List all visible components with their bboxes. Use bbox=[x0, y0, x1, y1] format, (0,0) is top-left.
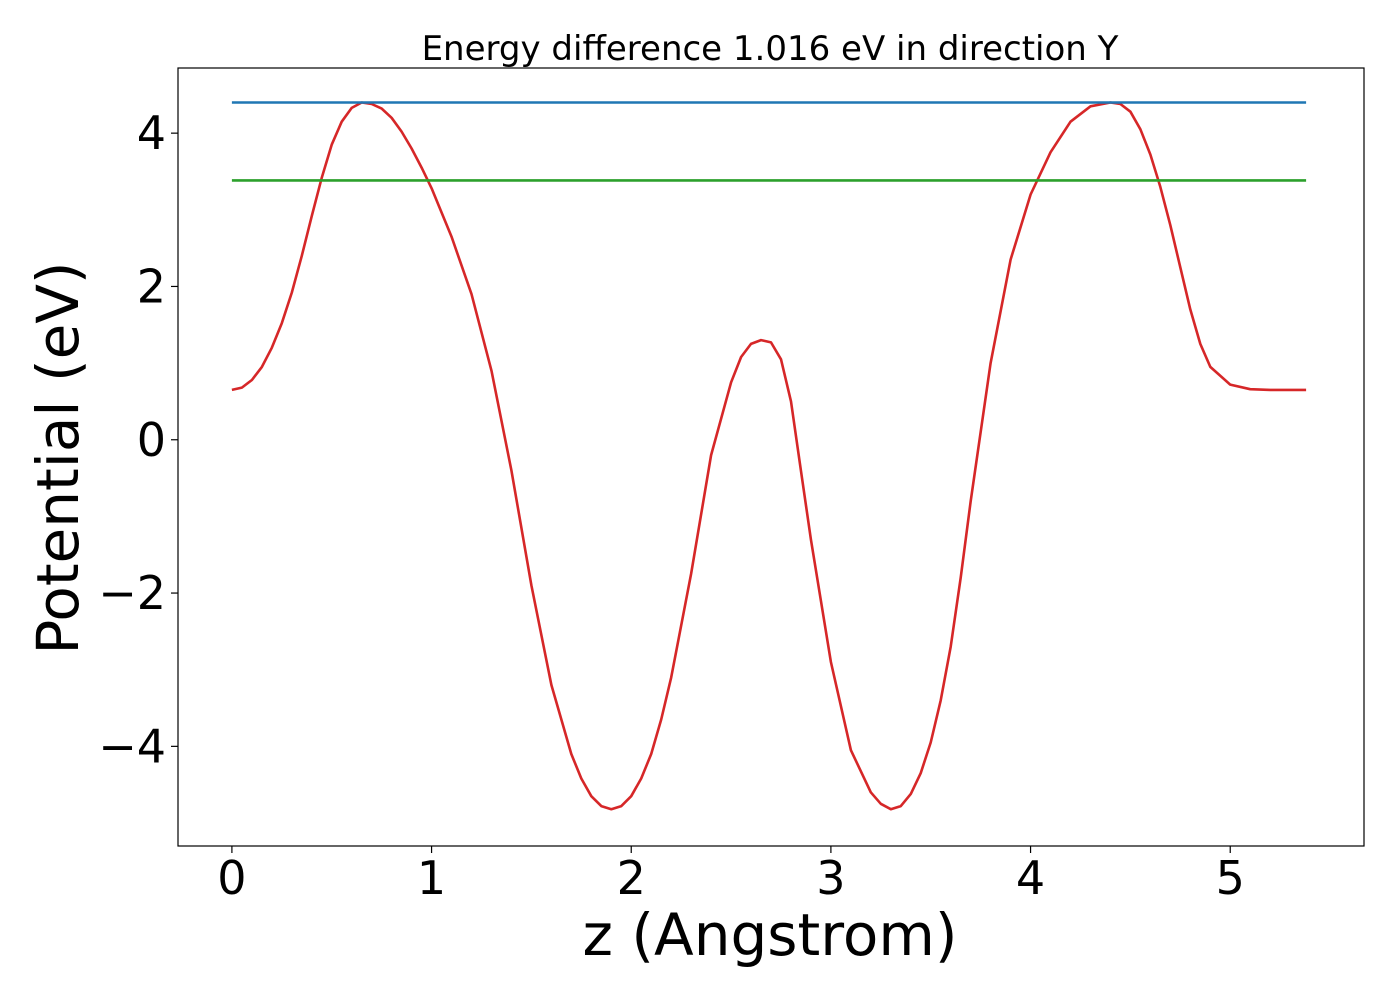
x-tick-label: 3 bbox=[816, 851, 845, 905]
y-axis-label: Potential (eV) bbox=[24, 261, 92, 654]
y-tick-label: −2 bbox=[98, 566, 166, 620]
chart-title: Energy difference 1.016 eV in direction … bbox=[422, 29, 1119, 69]
x-axis-label: z (Angstrom) bbox=[583, 901, 958, 969]
x-tick-label: 1 bbox=[417, 851, 446, 905]
x-tick-label: 5 bbox=[1216, 851, 1245, 905]
x-tick-label: 4 bbox=[1016, 851, 1045, 905]
plot-area bbox=[177, 67, 1365, 847]
x-tick-label: 2 bbox=[617, 851, 646, 905]
x-tick-label: 0 bbox=[217, 851, 246, 905]
y-axis-ticks: −4 −2 0 2 4 bbox=[98, 106, 178, 773]
series-line-0 bbox=[231, 101, 1307, 811]
y-tick-label: −4 bbox=[98, 719, 166, 773]
y-tick-label: 2 bbox=[137, 259, 166, 313]
x-axis-ticks: 0 1 2 3 4 5 bbox=[217, 846, 1245, 905]
plot-frame bbox=[177, 67, 1365, 847]
y-tick-label: 4 bbox=[137, 106, 166, 160]
y-tick-label: 0 bbox=[137, 413, 166, 467]
